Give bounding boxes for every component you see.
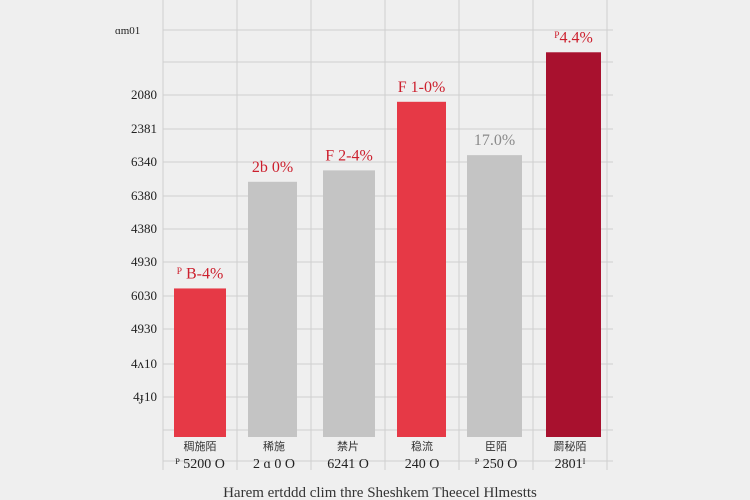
x-category-label: 臣陌 xyxy=(485,440,507,453)
y-tick-label: 2080 xyxy=(131,87,157,102)
x-category-value: 240 O xyxy=(405,457,440,472)
chart-caption: Harem ertddd clim thre Sheshkem Theecel … xyxy=(223,485,537,500)
data-label: F 1-0% xyxy=(398,79,446,96)
data-label: F 2-4% xyxy=(325,147,373,164)
x-category-label: 稠施陌 xyxy=(184,439,217,453)
y-axis-top-label: ɑm01 xyxy=(115,25,140,37)
data-labels: ᴾ B-4% 2b 0% F 2-4% F 1-0% 17.0% ᴾ4.4% xyxy=(177,29,593,282)
y-tick-label: 4930 xyxy=(131,321,157,336)
x-category-label: 禁片 xyxy=(337,440,359,453)
bar xyxy=(467,155,522,438)
y-tick-label: 4930 xyxy=(131,254,157,269)
bar-series xyxy=(174,52,601,438)
y-tick-label: 4ɟ10 xyxy=(133,389,157,404)
x-category-label: 罽秘陌 xyxy=(554,439,587,453)
data-label: ᴾ4.4% xyxy=(554,29,593,46)
grid-lines xyxy=(162,0,613,470)
y-tick-label: 6030 xyxy=(131,288,157,303)
y-tick-label: 6340 xyxy=(131,154,157,169)
data-label: 2b 0% xyxy=(252,159,293,176)
y-tick-label: 4380 xyxy=(131,221,157,236)
y-tick-label: 2381 xyxy=(131,121,157,136)
x-category-value: 2801ᴵ xyxy=(555,457,586,472)
y-axis: ɑm01 2080 2381 6340 6380 4380 4930 6030 4930 4ʌ1… xyxy=(115,25,157,404)
x-category-value: 2 ɑ 0 O xyxy=(253,457,295,472)
x-category-value: ᴾ 5200 O xyxy=(175,457,225,472)
data-label: ᴾ B-4% xyxy=(177,265,224,282)
x-axis: 稠施陌 ᴾ 5200 O 稀施 2 ɑ 0 O 禁片 6241 O 稳流 240 O 臣陌 ᴾ 2… xyxy=(175,439,586,472)
bar xyxy=(546,52,601,437)
x-category-value: 6241 O xyxy=(327,457,369,472)
y-tick-label: 6380 xyxy=(131,188,157,203)
x-category-value: ᴾ 250 O xyxy=(475,457,518,472)
bar xyxy=(323,170,375,437)
bar xyxy=(397,101,446,438)
x-category-label: 稳流 xyxy=(411,439,433,453)
x-category-label: 稀施 xyxy=(263,440,285,453)
bar xyxy=(248,181,297,437)
y-tick-label: 4ʌ10 xyxy=(131,356,157,371)
data-label: 17.0% xyxy=(474,132,515,149)
bar xyxy=(174,288,226,437)
